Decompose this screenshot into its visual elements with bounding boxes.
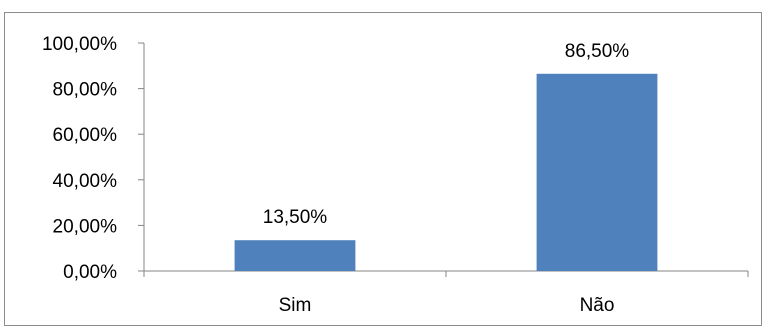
y-axis: 0,00% 20,00% 40,00% 60,00% 80,00% 100,00% bbox=[42, 34, 145, 283]
bar-não bbox=[536, 73, 658, 271]
bars bbox=[234, 73, 658, 271]
y-tick-label: 20,00% bbox=[53, 216, 118, 237]
bar-sim bbox=[234, 240, 356, 271]
y-tick-label: 60,00% bbox=[53, 125, 118, 146]
y-tick-label: 0,00% bbox=[63, 262, 117, 283]
data-label: 86,50% bbox=[565, 41, 630, 62]
x-category-label: Não bbox=[580, 295, 615, 316]
y-tick-label: 100,00% bbox=[42, 34, 117, 55]
data-labels: 13,50% 86,50% bbox=[263, 41, 630, 228]
y-tick-label: 40,00% bbox=[53, 171, 118, 192]
x-axis: Sim Não bbox=[143, 270, 749, 316]
y-tick-label: 80,00% bbox=[53, 80, 118, 101]
x-category-label: Sim bbox=[279, 295, 312, 316]
data-label: 13,50% bbox=[263, 207, 328, 228]
